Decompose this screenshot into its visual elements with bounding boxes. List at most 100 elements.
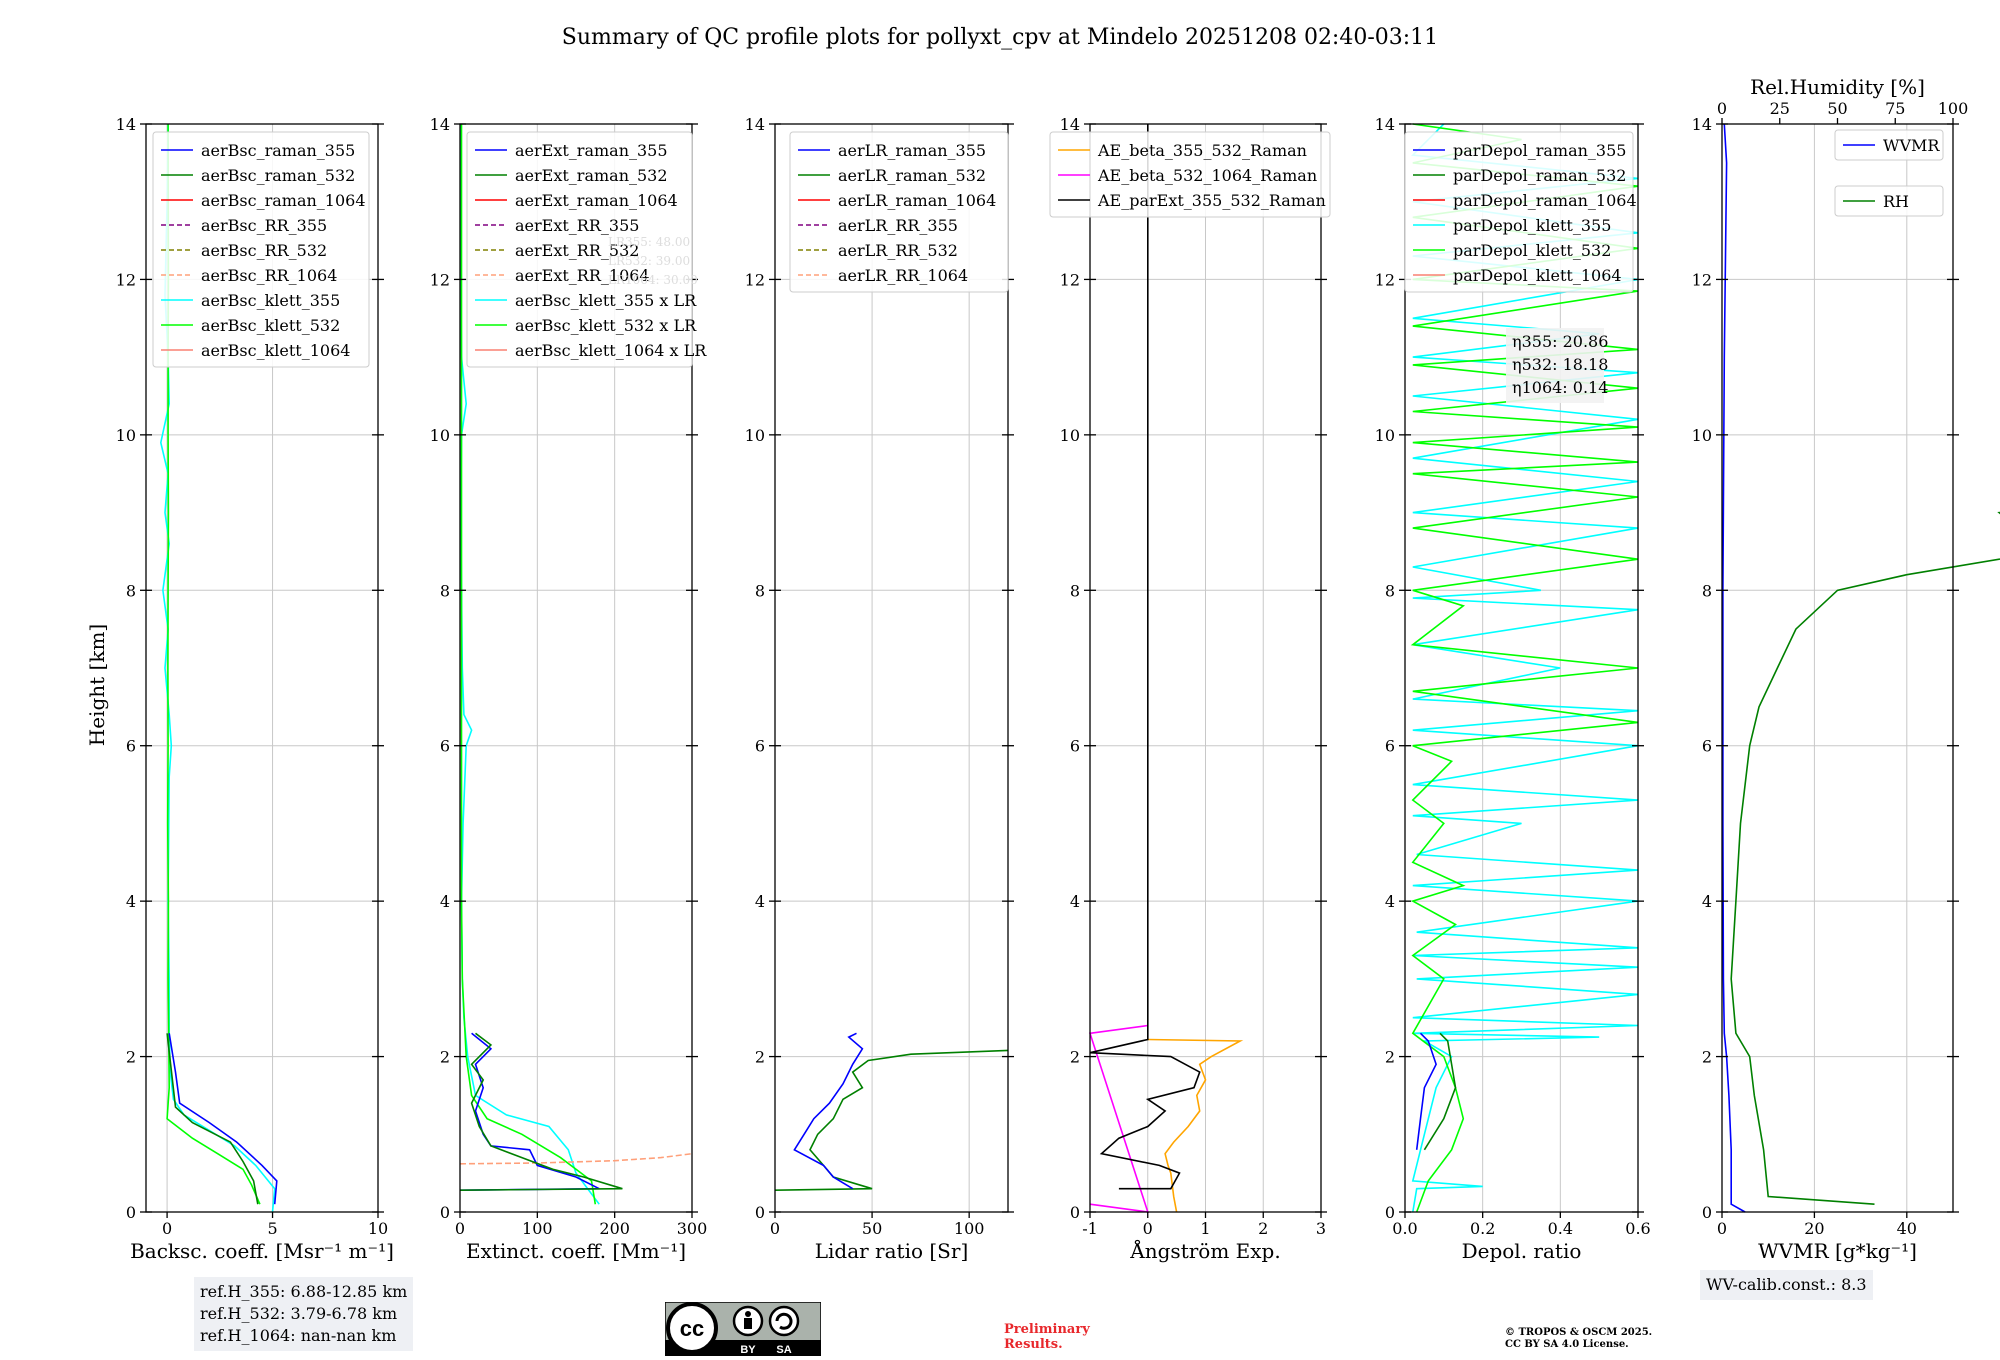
y-tick-label: 12 bbox=[745, 270, 765, 289]
y-tick-label: 4 bbox=[1702, 892, 1712, 911]
y-tick-label: 10 bbox=[1060, 426, 1080, 445]
y-tick-label: 10 bbox=[745, 426, 765, 445]
y-tick-label: 10 bbox=[1375, 426, 1395, 445]
x-axis-label: WVMR [g*kg⁻¹] bbox=[1758, 1239, 1917, 1263]
y-tick-label: 14 bbox=[1060, 115, 1080, 134]
x-axis-label: Ångström Exp. bbox=[1129, 1238, 1280, 1263]
annotation-text: LR1064: 30.00 bbox=[608, 273, 698, 287]
legend-label: aerExt_RR_355 bbox=[515, 216, 639, 235]
legend-label: aerExt_raman_355 bbox=[515, 141, 668, 160]
legend-label: aerLR_raman_355 bbox=[838, 141, 986, 160]
series-aerBsc_klett_532 bbox=[166, 123, 261, 1205]
x-tick-label: 40 bbox=[1897, 1219, 1917, 1238]
y-tick-label: 4 bbox=[126, 892, 136, 911]
y-tick-label: 0 bbox=[755, 1203, 765, 1222]
y-tick-label: 14 bbox=[116, 115, 136, 134]
preliminary-line-2: Results. bbox=[1004, 1337, 1063, 1352]
y-tick-label: 2 bbox=[1385, 1048, 1395, 1067]
panel-depol: 0 2 4 6 8 10 12 14 0.0 0.2 0.4 0.6 Depol. ratio parDe… bbox=[1375, 115, 1651, 1263]
legend-box bbox=[466, 131, 693, 368]
x-tick-label: 3 bbox=[1316, 1219, 1326, 1238]
series-parDepol_raman_532 bbox=[1423, 1032, 1457, 1151]
annotation-text: LR355: 48.00 bbox=[608, 235, 690, 249]
wv-calib-text: WV-calib.const.: 8.3 bbox=[1706, 1275, 1867, 1294]
x-tick-label: 0.0 bbox=[1392, 1219, 1417, 1238]
y-tick-label: 10 bbox=[116, 426, 136, 445]
legend-label: aerLR_RR_1064 bbox=[838, 266, 968, 285]
x-axis-label: Backsc. coeff. [Msr⁻¹ m⁻¹] bbox=[130, 1239, 394, 1263]
legend-label: aerLR_RR_355 bbox=[838, 216, 958, 235]
series-AE_parExt_355_532_Raman bbox=[1089, 124, 1201, 1190]
y-tick-label: 8 bbox=[755, 581, 765, 600]
annotation-text: η1064: 0.14 bbox=[1512, 378, 1608, 397]
y-tick-label: 10 bbox=[430, 426, 450, 445]
legend-label: parDepol_raman_355 bbox=[1453, 141, 1626, 160]
annotation-text: η532: 18.18 bbox=[1512, 355, 1608, 374]
y-tick-label: 6 bbox=[1070, 737, 1080, 756]
series-aerExt_raman_532 bbox=[459, 1032, 623, 1191]
top-x-tick-label: 50 bbox=[1827, 99, 1847, 118]
y-tick-label: 4 bbox=[440, 892, 450, 911]
wv-calib-box: WV-calib.const.: 8.3 bbox=[1700, 1270, 1873, 1300]
cc-by-sa-license-icon: cc BY SA bbox=[665, 1302, 821, 1356]
x-tick-label: 0.6 bbox=[1625, 1219, 1650, 1238]
axes-frame bbox=[1721, 123, 1954, 1213]
legend-label: aerBsc_klett_532 x LR bbox=[515, 316, 697, 335]
top-x-tick-label: 0 bbox=[1717, 99, 1727, 118]
series-aerBsc_raman_532 bbox=[166, 1033, 259, 1205]
legend-box bbox=[789, 131, 1009, 293]
y-tick-label: 10 bbox=[1692, 426, 1712, 445]
y-tick-label: 2 bbox=[1702, 1048, 1712, 1067]
y-tick-label: 0 bbox=[1702, 1203, 1712, 1222]
y-tick-label: 6 bbox=[440, 737, 450, 756]
x-tick-label: 0.4 bbox=[1548, 1219, 1573, 1238]
series-aerBsc_raman_355 bbox=[168, 1033, 278, 1205]
legend-box bbox=[1834, 129, 1944, 161]
y-tick-label: 14 bbox=[1692, 115, 1712, 134]
legend-label: parDepol_raman_1064 bbox=[1453, 191, 1637, 210]
legend-label: aerLR_raman_532 bbox=[838, 166, 986, 185]
x-axis-label: Depol. ratio bbox=[1462, 1239, 1582, 1263]
legend-label: aerBsc_klett_532 bbox=[201, 316, 340, 335]
legend-label: parDepol_klett_355 bbox=[1453, 216, 1611, 235]
y-tick-label: 8 bbox=[1385, 581, 1395, 600]
legend-box bbox=[1049, 131, 1331, 218]
legend-label: aerExt_RR_532 bbox=[515, 241, 639, 260]
legend-label: aerExt_RR_1064 bbox=[515, 266, 650, 285]
legend-label: aerBsc_klett_355 bbox=[201, 291, 340, 310]
y-tick-label: 8 bbox=[440, 581, 450, 600]
legend-label: AE_beta_532_1064_Raman bbox=[1097, 166, 1317, 185]
x-tick-label: 0 bbox=[770, 1219, 780, 1238]
legend-box bbox=[1404, 131, 1634, 293]
y-tick-label: 12 bbox=[116, 270, 136, 289]
y-tick-label: 4 bbox=[1070, 892, 1080, 911]
series-aerBsc_klett_355 x LR bbox=[459, 124, 600, 1205]
legend-label: aerBsc_klett_1064 x LR bbox=[515, 341, 707, 360]
legend-label: aerBsc_raman_1064 bbox=[201, 191, 366, 210]
x-tick-label: 0 bbox=[1143, 1219, 1153, 1238]
legend-label: aerLR_raman_1064 bbox=[838, 191, 996, 210]
series-aerBsc_klett_355 bbox=[159, 123, 276, 1213]
legend-label: aerBsc_klett_355 x LR bbox=[515, 291, 697, 310]
copyright-line-1: © TROPOS & OSCM 2025. bbox=[1505, 1327, 1653, 1338]
y-tick-label: 4 bbox=[755, 892, 765, 911]
cc-text: cc bbox=[680, 1316, 704, 1341]
x-axis-label: Lidar ratio [Sr] bbox=[815, 1239, 969, 1263]
legend-label: aerBsc_klett_1064 bbox=[201, 341, 350, 360]
y-tick-label: 2 bbox=[755, 1048, 765, 1067]
y-tick-label: 14 bbox=[430, 115, 450, 134]
series-AE_beta_355_532_Raman bbox=[1147, 1038, 1244, 1213]
x-tick-label: 200 bbox=[599, 1219, 630, 1238]
x-tick-label: 100 bbox=[522, 1219, 553, 1238]
x-tick-label: 0 bbox=[162, 1219, 172, 1238]
axes-frame bbox=[459, 123, 693, 1213]
top-x-tick-label: 75 bbox=[1885, 99, 1905, 118]
series-aerBsc_klett_532 x LR bbox=[460, 124, 597, 1205]
axes-frame bbox=[774, 123, 1009, 1213]
y-tick-label: 0 bbox=[1385, 1203, 1395, 1222]
top-x-tick-label: 25 bbox=[1770, 99, 1790, 118]
